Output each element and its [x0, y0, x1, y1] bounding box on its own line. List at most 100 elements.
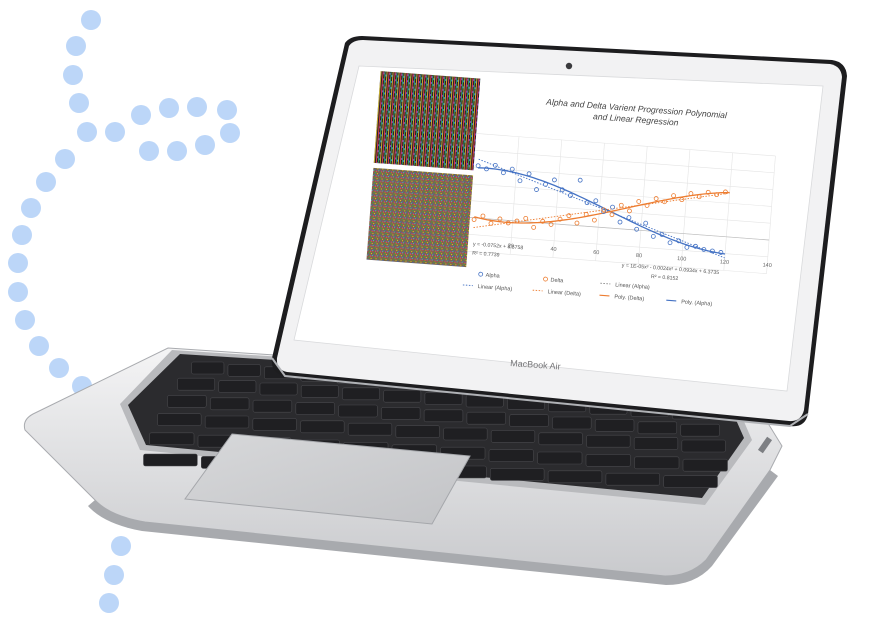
- data-point-delta: [583, 212, 589, 217]
- data-point-alpha: [568, 193, 573, 198]
- data-point-alpha: [593, 198, 599, 204]
- keyboard-key: [537, 451, 583, 465]
- data-point-delta: [636, 199, 642, 204]
- x-tick-label: 100: [677, 256, 687, 263]
- keyboard-key: [488, 449, 534, 462]
- data-point-delta: [523, 215, 529, 221]
- x-axis: [469, 217, 770, 241]
- data-point-alpha: [577, 177, 583, 183]
- decorative-dots: [8, 10, 240, 613]
- data-point-alpha: [643, 220, 649, 226]
- legend-line: [666, 299, 677, 302]
- pixel-noise-image: [366, 167, 474, 268]
- legend-label: Poly. (Delta): [614, 294, 644, 302]
- keyboard-key: [338, 404, 378, 418]
- trendline-equation: R² = 0.8152: [651, 274, 679, 282]
- keyboard-key: [594, 419, 635, 432]
- x-tick-label: 120: [720, 259, 730, 266]
- data-point-delta: [497, 216, 503, 222]
- keyboard-key: [547, 470, 603, 484]
- data-point-delta: [653, 196, 659, 201]
- keyboard-key: [490, 430, 536, 443]
- screen-content: Alpha and Delta Varient Progression Poly…: [366, 71, 776, 308]
- legend-label: Linear (Alpha): [615, 282, 650, 291]
- keyboard-key: [300, 385, 339, 398]
- y-tick-label: 8: [468, 148, 472, 154]
- data-point-delta: [609, 212, 615, 218]
- data-point-alpha: [634, 226, 640, 232]
- y-tick-label: 0: [463, 215, 467, 221]
- keyboard-key: [157, 413, 202, 426]
- data-point-alpha: [701, 247, 707, 252]
- pixel-stripe-image: [373, 71, 481, 171]
- data-point-delta: [714, 192, 720, 198]
- data-point-delta: [662, 199, 667, 205]
- keyboard-key: [634, 456, 680, 470]
- data-point-delta: [618, 202, 624, 208]
- data-point-delta: [601, 207, 607, 213]
- data-point-alpha: [617, 219, 623, 225]
- y-tick-label: 2: [464, 198, 468, 204]
- data-point-alpha: [693, 243, 698, 249]
- y-tick-label: 10: [466, 131, 473, 137]
- data-point-alpha: [709, 248, 715, 254]
- data-point-alpha: [526, 171, 532, 177]
- keyboard-key: [227, 364, 261, 377]
- brand-label: MacBook Air: [510, 358, 561, 372]
- legend-marker: [543, 276, 548, 282]
- data-point-alpha: [517, 178, 523, 184]
- keyboard-key: [509, 414, 549, 427]
- keyboard-key: [489, 468, 545, 481]
- gridline: [552, 139, 563, 258]
- data-point-delta: [591, 217, 597, 223]
- keyboard-key: [252, 399, 293, 413]
- gridline: [509, 136, 520, 255]
- keyboard-key: [252, 418, 297, 431]
- keyboard-key: [381, 407, 421, 420]
- data-point-alpha: [626, 215, 632, 221]
- data-point-alpha: [559, 187, 565, 193]
- x-tick-label: 60: [593, 250, 600, 256]
- x-tick-label: 80: [636, 253, 643, 259]
- keyboard-key: [681, 439, 726, 453]
- laptop-lid: MacBook Air: [271, 36, 847, 428]
- data-point-delta: [723, 189, 728, 195]
- data-point-delta: [531, 224, 537, 230]
- data-point-alpha: [718, 250, 724, 255]
- x-tick-label: 140: [762, 262, 772, 269]
- keyboard-key: [209, 397, 250, 411]
- keyboard-key: [259, 382, 298, 396]
- data-point-alpha: [584, 200, 590, 206]
- trackpad: [184, 433, 471, 525]
- data-point-alpha: [601, 209, 607, 214]
- y-tick-label: -4: [458, 248, 463, 254]
- data-point-alpha: [610, 204, 615, 210]
- keyboard-key: [443, 427, 488, 441]
- keyboard-key: [143, 453, 198, 467]
- keyboard-key: [637, 421, 678, 435]
- data-point-delta: [679, 197, 685, 203]
- keyboard-key: [383, 389, 422, 403]
- data-point-delta: [471, 217, 477, 222]
- keyboard-key: [218, 380, 257, 393]
- data-point-alpha: [676, 238, 682, 244]
- legend-marker: [478, 271, 484, 277]
- gridline: [476, 133, 776, 157]
- data-point-delta: [548, 222, 554, 227]
- keyboard-key: [300, 420, 345, 434]
- keyboard-key: [167, 395, 207, 408]
- keyboard-key: [295, 402, 335, 415]
- data-point-alpha: [659, 232, 665, 237]
- data-point-alpha: [500, 170, 506, 176]
- keyboard-key: [423, 409, 464, 423]
- data-point-delta: [557, 216, 563, 222]
- legend-label: Delta: [550, 277, 564, 284]
- keyboard-key: [466, 411, 506, 425]
- data-point-delta: [644, 203, 650, 208]
- y-tick-label: -2: [460, 232, 465, 238]
- gridline: [473, 166, 773, 190]
- x-tick-label: 20: [507, 243, 514, 249]
- keyboard-key: [585, 454, 631, 467]
- trendline-equation: y = -0.0752x + 8.5758: [473, 242, 524, 252]
